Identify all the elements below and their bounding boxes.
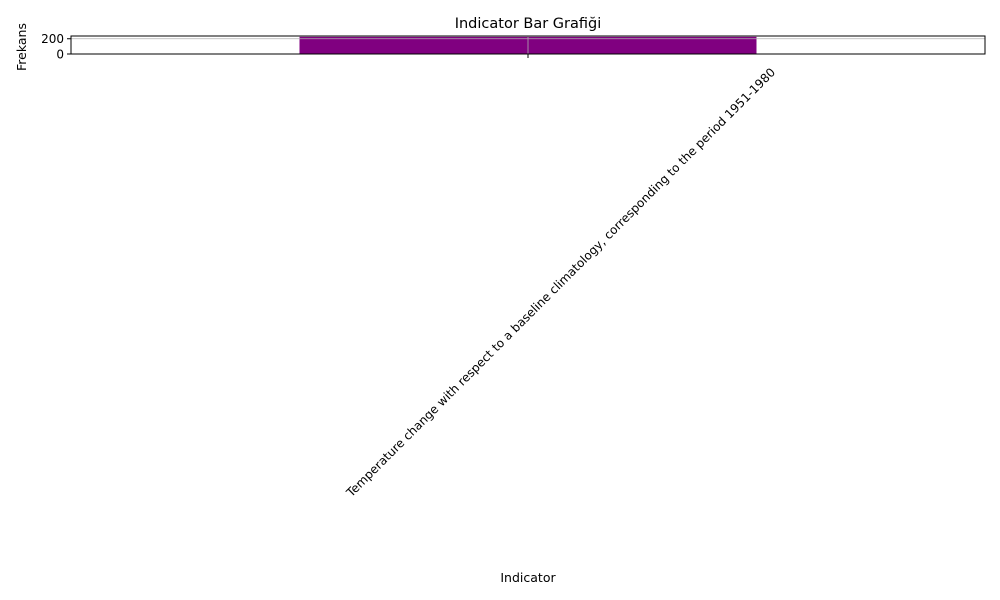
x-tick-label: Temperature change with respect to a bas…: [343, 65, 778, 500]
chart-title: Indicator Bar Grafiği: [455, 16, 602, 32]
gridlines: [71, 36, 985, 55]
y-axis-label: Frekans: [14, 23, 29, 71]
y-tick-label: 0: [56, 48, 64, 62]
x-axis-ticks: Temperature change with respect to a bas…: [343, 54, 778, 500]
x-axis-label: Indicator: [500, 570, 556, 585]
y-tick-label: 200: [41, 32, 64, 46]
